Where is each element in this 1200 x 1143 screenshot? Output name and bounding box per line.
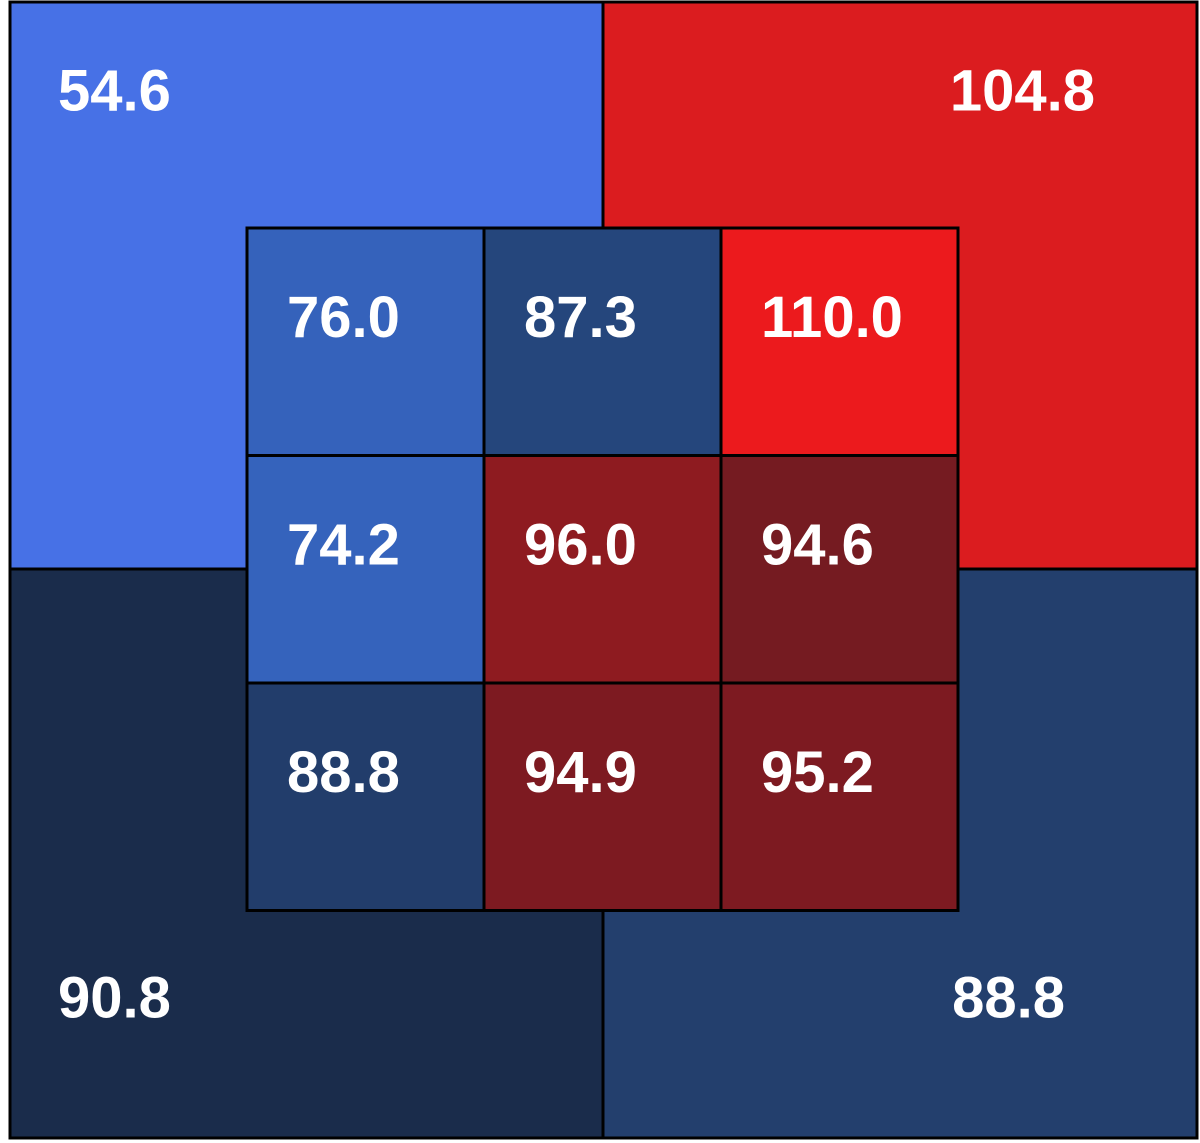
inner-cell-value-r3-c2: 94.9 xyxy=(524,740,637,805)
inner-cell-value-r3-c1: 88.8 xyxy=(287,740,400,805)
outer-zone-value-bottom-right: 88.8 xyxy=(952,965,1065,1030)
inner-cell-r1-c2 xyxy=(482,226,723,457)
inner-cell-value-r1-c3: 110.0 xyxy=(761,285,903,350)
inner-cell-value-r1-c2: 87.3 xyxy=(524,285,637,350)
inner-zone-grid xyxy=(245,226,960,912)
inner-cell-r3-c3 xyxy=(719,681,960,912)
inner-cell-value-r3-c3: 95.2 xyxy=(761,740,874,805)
inner-cell-value-r2-c2: 96.0 xyxy=(524,513,637,578)
inner-cell-r1-c1 xyxy=(245,226,486,457)
outer-zone-value-bottom-left: 90.8 xyxy=(58,965,171,1030)
inner-cell-value-r2-c3: 94.6 xyxy=(761,513,874,578)
inner-cell-r3-c2 xyxy=(482,681,723,912)
zone-labels: 54.6 104.8 90.8 88.8 76.0 87.3 110.0 74.2 96.0 94… xyxy=(58,58,1095,1030)
outer-zone-value-top-right: 104.8 xyxy=(950,58,1095,123)
inner-cell-r2-c1 xyxy=(245,454,486,685)
outer-zone-value-top-left: 54.6 xyxy=(58,58,171,123)
inner-cell-r2-c3 xyxy=(719,454,960,685)
inner-cell-value-r2-c1: 74.2 xyxy=(287,513,400,578)
inner-cell-value-r1-c1: 76.0 xyxy=(287,285,400,350)
